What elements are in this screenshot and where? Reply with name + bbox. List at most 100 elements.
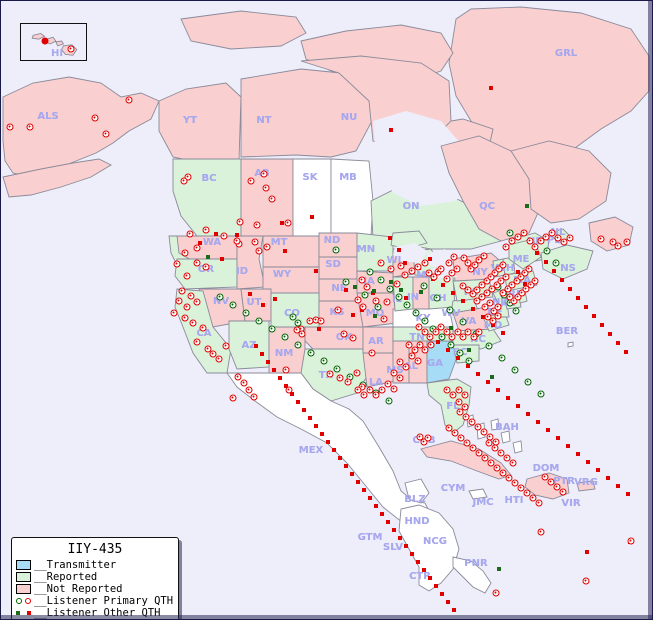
marker-listener-other-red	[416, 560, 420, 564]
marker-listener-primary-red	[450, 253, 458, 261]
marker-listener-primary-red	[487, 459, 495, 467]
marker-listener-primary-red	[503, 454, 511, 462]
marker-listener-primary-red	[430, 273, 438, 281]
marker-listener-primary-red	[467, 265, 475, 273]
marker-listener-primary-green	[420, 282, 428, 290]
marker-listener-primary-red	[236, 218, 244, 226]
marker-listener-primary-green	[506, 229, 514, 237]
red-square-icon	[27, 611, 31, 615]
marker-listener-primary	[67, 45, 75, 53]
marker-listener-other-red	[374, 504, 378, 508]
marker-listener-primary-red	[504, 285, 512, 293]
marker-listener-primary-red	[250, 393, 258, 401]
marker-listener-primary-red	[531, 243, 539, 251]
marker-listener-primary-red	[473, 297, 481, 305]
marker-listener-primary-red	[464, 286, 472, 294]
marker-listener-primary-red	[363, 283, 371, 291]
marker-listener-primary-red	[542, 233, 550, 241]
marker-listener-primary-red	[484, 313, 492, 321]
marker-listener-primary-red	[443, 328, 451, 336]
marker-listener-primary-red	[285, 386, 293, 394]
marker-listener-primary-red	[181, 314, 189, 322]
marker-listener-primary-green	[512, 307, 520, 315]
marker-listener-primary-red	[421, 328, 429, 336]
marker-listener-primary-red	[284, 219, 292, 227]
marker-listener-other-red	[314, 269, 318, 273]
marker-listener-primary-red	[405, 341, 413, 349]
marker-listener-primary-green	[374, 303, 382, 311]
marker-listener-primary-red	[521, 269, 529, 277]
marker-listener-primary-red	[462, 413, 470, 421]
marker-listener-primary-red	[359, 303, 367, 311]
marker-listener-primary-red	[514, 233, 522, 241]
marker-listener-primary-green	[459, 318, 467, 326]
marker-listener-primary-red	[282, 366, 290, 374]
marker-listener-primary-red	[537, 237, 545, 245]
legend-row-listener-primary: __Listener Primary QTH	[16, 595, 174, 607]
marker-listener-primary-red	[416, 433, 424, 441]
marker-listener-primary-green	[385, 397, 393, 405]
marker-listener-primary-red	[340, 330, 348, 338]
marker-listener-primary-red	[245, 386, 253, 394]
marker-listener-other-red	[403, 261, 407, 265]
marker-listener-primary-red	[499, 261, 507, 269]
marker-listener-primary-red	[380, 315, 388, 323]
marker-listener-other-red	[441, 283, 445, 287]
marker-listener-other-red	[235, 233, 239, 237]
marker-listener-other-red	[428, 576, 432, 580]
marker-listener-primary-green	[524, 378, 532, 386]
marker-listener-primary-green	[543, 247, 551, 255]
marker-listener-primary-red	[499, 289, 507, 297]
marker-listener-primary-red	[529, 494, 537, 502]
marker-listener-primary-red	[522, 285, 530, 293]
marker-listener-primary-red	[334, 306, 342, 314]
marker-listener-other-red	[466, 364, 470, 368]
marker-listener-other-red	[535, 251, 539, 255]
marker-listener-primary-red	[518, 289, 526, 297]
marker-listener-primary-red	[393, 280, 401, 288]
green-square-icon	[16, 611, 20, 615]
marker-listener-primary-red	[234, 373, 242, 381]
marker-listener-other-red	[446, 348, 450, 352]
marker-listener-primary-red	[535, 499, 543, 507]
marker-listener-other-red	[404, 544, 408, 548]
marker-listener-other-red	[544, 260, 548, 264]
marker-listener-primary-red	[453, 265, 461, 273]
legend-row-transmitter: __Transmitter	[16, 559, 174, 571]
marker-listener-primary-red	[481, 303, 489, 311]
marker-listener-other-red	[516, 270, 520, 274]
marker-listener-primary-green	[485, 342, 493, 350]
marker-listener-primary-red	[520, 229, 528, 237]
marker-listener-primary-red	[175, 297, 183, 305]
marker-listener-primary-red	[425, 269, 433, 277]
marker-listener-other-red	[626, 492, 630, 496]
marker-listener-primary-red	[240, 379, 248, 387]
marker-listener-primary-green	[377, 276, 385, 284]
marker-listener-primary-red	[416, 341, 424, 349]
marker-listener-primary-red	[336, 374, 344, 382]
marker-listener-other-red	[350, 472, 354, 476]
marker-listener-primary-green	[446, 306, 454, 314]
marker-listener-primary-red	[531, 277, 539, 285]
marker-listener-primary-green	[412, 309, 420, 317]
marker-listener-primary-red	[506, 293, 514, 301]
marker-listener-primary-red	[408, 352, 416, 360]
marker-listener-primary-red	[525, 265, 533, 273]
marker-listener-primary-red	[125, 96, 133, 104]
marker-listener-primary-red	[358, 276, 366, 284]
marker-listener-primary-red	[483, 289, 491, 297]
marker-listener-other-red	[314, 424, 318, 428]
marker-listener-primary-red	[597, 235, 605, 243]
marker-listener-primary-red	[478, 293, 486, 301]
marker-listener-primary-red	[437, 323, 445, 331]
marker-listener-other-red	[261, 303, 265, 307]
marker-listener-primary-red	[432, 328, 440, 336]
marker-listener-primary-green	[268, 325, 276, 333]
marker-listener-primary-red	[508, 281, 516, 289]
marker-listener-primary-red	[202, 226, 210, 234]
marker-listener-other-red	[608, 332, 612, 336]
marker-listener-primary-red	[193, 298, 201, 306]
marker-listener-other-red	[332, 448, 336, 452]
marker-listener-primary-red	[454, 328, 462, 336]
marker-listener-primary-red	[526, 237, 534, 245]
